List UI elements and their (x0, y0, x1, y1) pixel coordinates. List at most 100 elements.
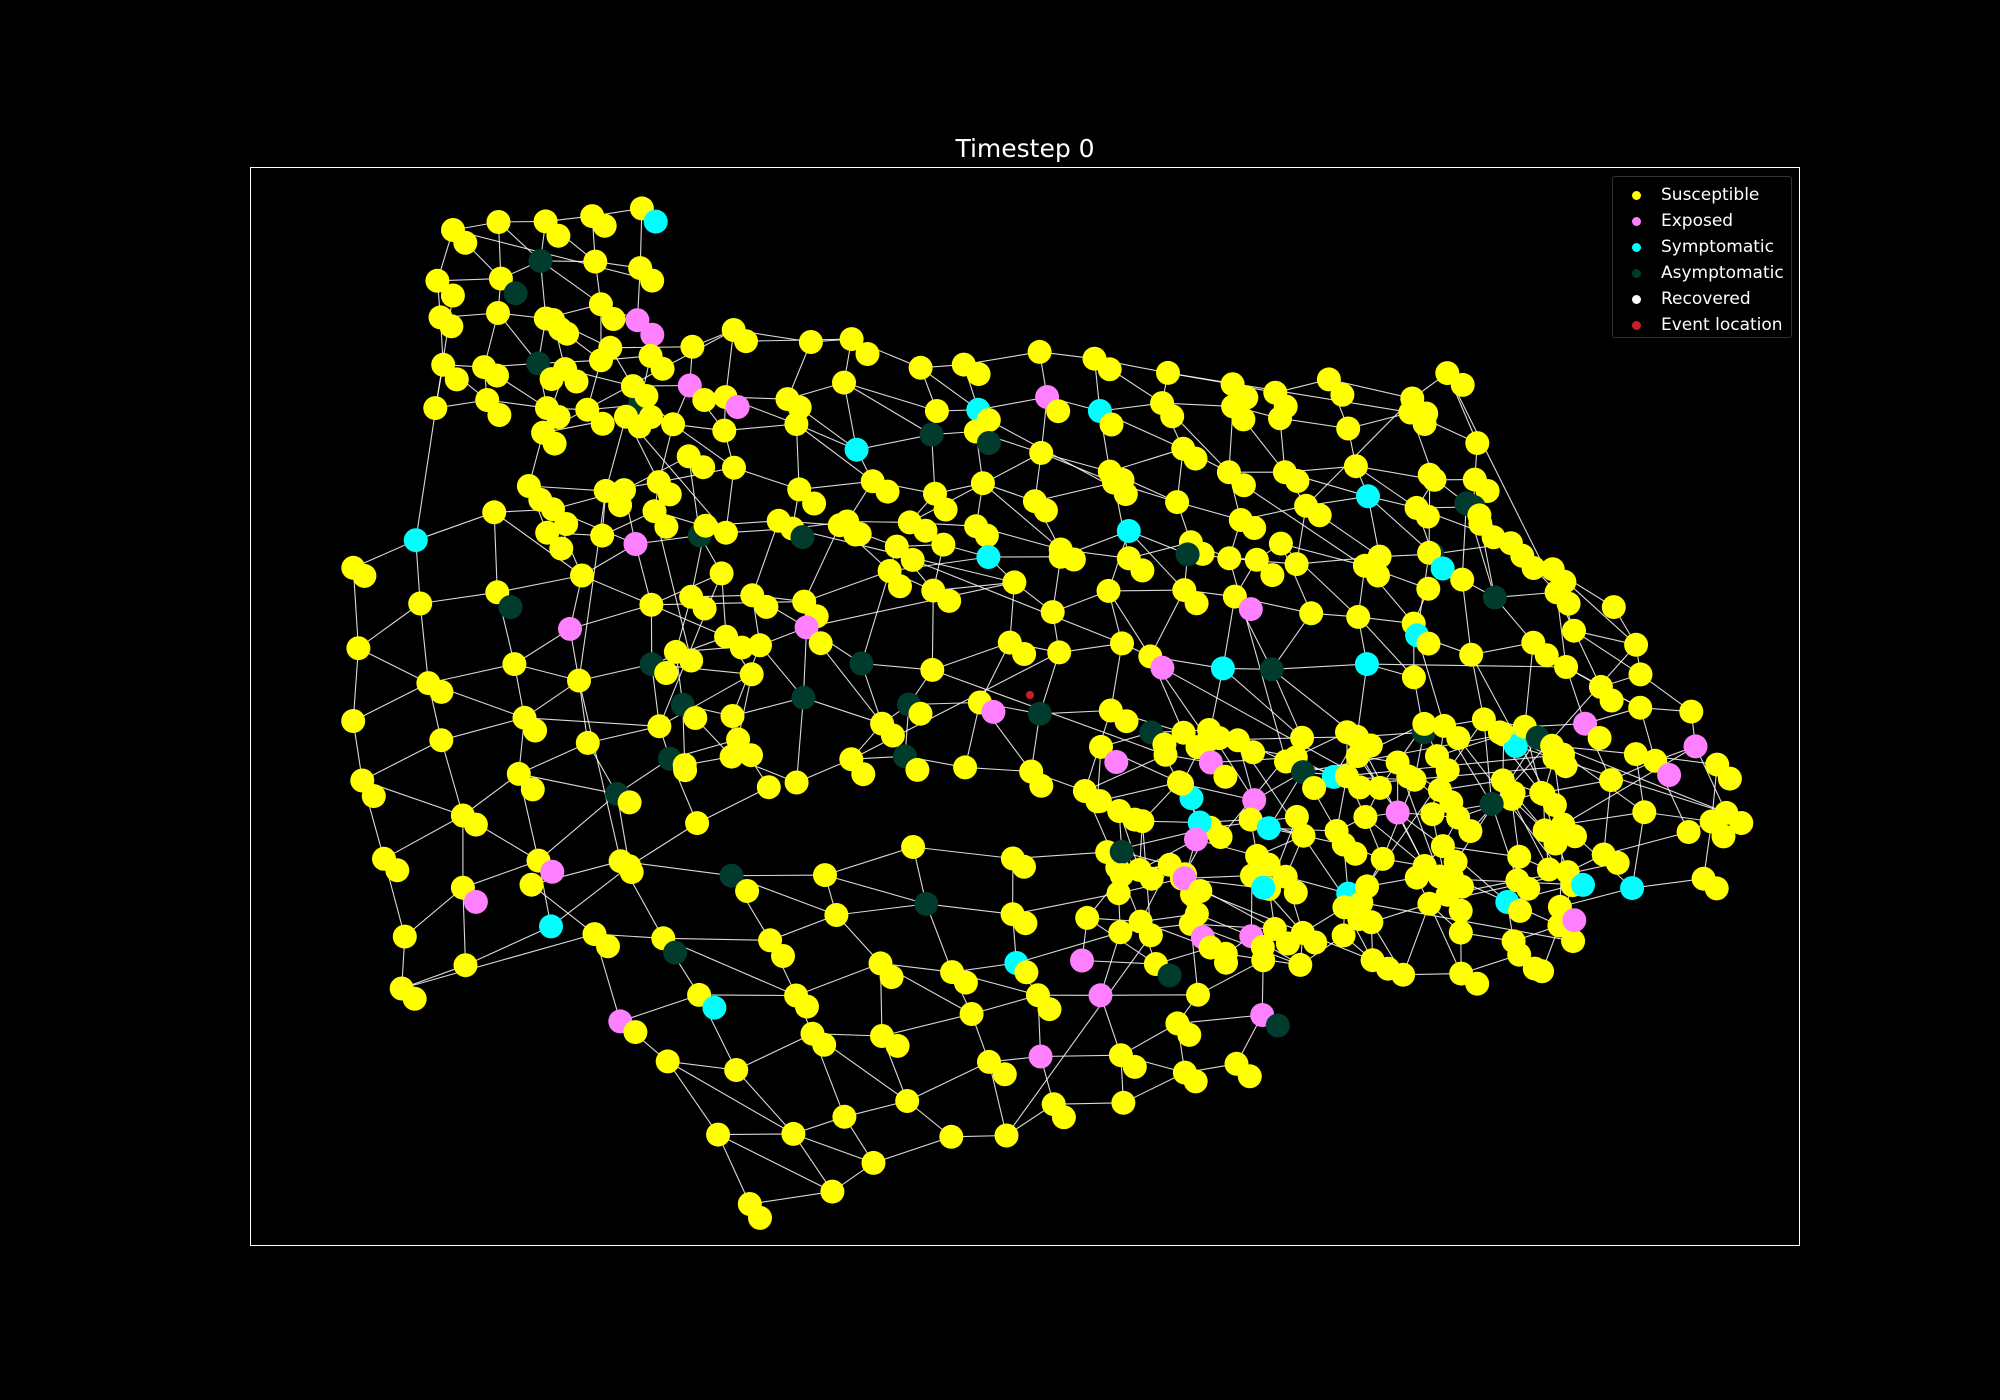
node-susceptible (612, 478, 636, 503)
node-asymptomatic (1265, 1013, 1290, 1038)
node-susceptible (1156, 360, 1180, 385)
node-susceptible (959, 1002, 984, 1026)
network-edge (696, 786, 770, 824)
node-asymptomatic (914, 891, 939, 916)
node-susceptible (820, 1179, 845, 1204)
node-susceptible (1177, 1022, 1202, 1047)
network-edge (465, 925, 552, 966)
node-susceptible (567, 668, 591, 693)
node-susceptible (1475, 479, 1500, 503)
node-susceptible (1217, 546, 1242, 571)
node-susceptible (908, 701, 933, 726)
network-edge (880, 962, 953, 973)
node-susceptible (1416, 576, 1441, 601)
network-edge (1524, 642, 1534, 727)
network-edge (352, 682, 429, 722)
network-edge (988, 1061, 1008, 1136)
network-edge (1695, 746, 1727, 814)
node-susceptible (1284, 552, 1309, 577)
node-susceptible (693, 513, 718, 538)
node-susceptible (722, 455, 746, 480)
network-edge (1280, 543, 1312, 614)
node-susceptible (1623, 742, 1648, 767)
node-susceptible (647, 714, 672, 739)
node-susceptible (1711, 824, 1736, 849)
network-edge (1328, 378, 1413, 400)
network-edge (796, 697, 804, 783)
network-edge (419, 603, 429, 684)
network-edge (415, 511, 495, 541)
node-susceptible (1097, 357, 1122, 382)
node-susceptible (1335, 720, 1359, 745)
network-edge (1108, 589, 1185, 592)
network-edge (749, 1191, 833, 1205)
legend-label: Event location (1661, 315, 1783, 335)
network-edge (358, 603, 421, 649)
node-symptomatic (1256, 816, 1281, 841)
node-susceptible (1556, 591, 1581, 616)
node-asymptomatic (1259, 657, 1284, 682)
node-susceptible (1122, 1054, 1147, 1079)
node-symptomatic (1354, 652, 1379, 677)
event-location-marker (1026, 691, 1034, 699)
node-exposed (1028, 1044, 1053, 1069)
network-edge (982, 482, 1062, 550)
network-edge (569, 604, 652, 630)
network-edge (731, 874, 826, 877)
node-exposed (1242, 788, 1267, 813)
node-symptomatic (1430, 556, 1455, 581)
node-asymptomatic (1027, 701, 1052, 726)
network-edge (518, 773, 618, 795)
node-susceptible (1551, 742, 1575, 767)
node-exposed (623, 532, 648, 556)
legend-marker-susceptible (1632, 190, 1641, 200)
node-susceptible (739, 662, 764, 687)
node-susceptible (879, 965, 904, 990)
network-edge (578, 663, 652, 682)
node-symptomatic (1251, 875, 1276, 900)
network-edge (926, 903, 1013, 915)
node-susceptible (1290, 725, 1315, 750)
node-susceptible (1046, 399, 1071, 424)
node-susceptible (1417, 540, 1442, 565)
network-edge (699, 994, 797, 997)
network-edge (493, 511, 583, 576)
node-susceptible (939, 1124, 964, 1149)
node-asymptomatic (503, 281, 528, 306)
node-susceptible (680, 334, 705, 359)
network-edge (843, 382, 938, 412)
node-susceptible (1012, 854, 1036, 879)
node-susceptible (1355, 874, 1380, 899)
network-edge (401, 933, 595, 990)
node-susceptible (439, 314, 464, 339)
network-edge (793, 1133, 874, 1164)
node-symptomatic (403, 528, 428, 553)
node-susceptible (1108, 920, 1133, 945)
node-susceptible (709, 561, 734, 586)
node-susceptible (1420, 802, 1445, 827)
network-edge (1034, 482, 1115, 502)
network-edge (1177, 1014, 1263, 1024)
node-susceptible (1208, 825, 1233, 849)
network-edge (1190, 923, 1275, 930)
node-symptomatic (1116, 519, 1141, 543)
node-susceptible (1186, 982, 1210, 1007)
network-edge (913, 846, 1013, 860)
network-edge (1603, 831, 1689, 856)
network-edge (717, 1134, 751, 1205)
node-susceptible (1534, 643, 1559, 668)
node-susceptible (1106, 881, 1131, 906)
network-edge (462, 887, 467, 966)
node-susceptible (1075, 905, 1100, 930)
node-susceptible (1729, 811, 1754, 835)
node-susceptible (1002, 570, 1027, 595)
legend-label: Susceptible (1661, 185, 1760, 205)
network-edge (358, 647, 429, 684)
network-edge (540, 260, 602, 305)
network-edge (659, 673, 752, 727)
node-symptomatic (643, 209, 668, 234)
node-susceptible (1435, 882, 1460, 907)
node-susceptible (1291, 823, 1316, 848)
network-edge (1271, 669, 1303, 739)
